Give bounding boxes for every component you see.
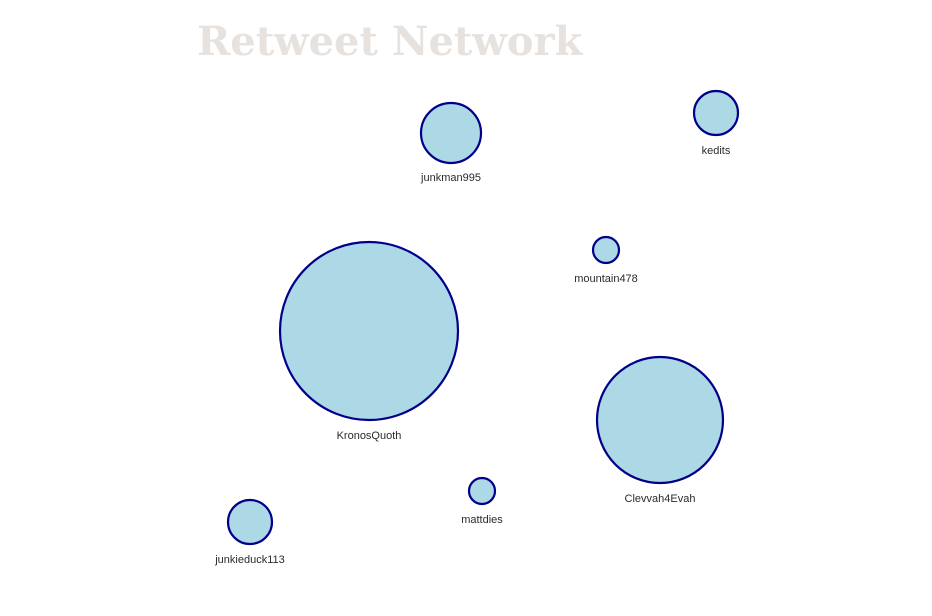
node-circle[interactable] (278, 240, 460, 422)
node-label: mattdies (461, 514, 503, 526)
node-mattdies[interactable]: mattdies (461, 476, 503, 526)
node-junkman995[interactable]: junkman995 (419, 101, 483, 184)
node-mountain478[interactable]: mountain478 (574, 235, 638, 285)
node-circle[interactable] (595, 355, 725, 485)
node-label: Clevvah4Evah (625, 493, 696, 505)
page-title: Retweet Network (197, 18, 583, 65)
node-junkieduck113[interactable]: junkieduck113 (214, 498, 285, 566)
node-circle[interactable] (692, 89, 740, 137)
node-kedits[interactable]: kedits (692, 89, 740, 157)
node-kronosquoth[interactable]: KronosQuoth (278, 240, 460, 442)
node-label: kedits (702, 145, 731, 157)
node-clevvah4evah[interactable]: Clevvah4Evah (595, 355, 725, 505)
node-circle[interactable] (226, 498, 274, 546)
node-label: junkman995 (420, 172, 481, 184)
node-label: KronosQuoth (337, 430, 402, 442)
node-label: junkieduck113 (214, 554, 285, 566)
node-circle[interactable] (591, 235, 621, 265)
node-circle[interactable] (419, 101, 483, 165)
node-circle[interactable] (467, 476, 497, 506)
node-label: mountain478 (574, 273, 638, 285)
